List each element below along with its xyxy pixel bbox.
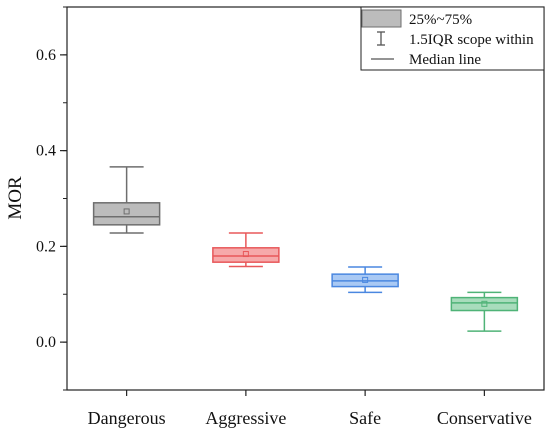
x-tick-label: Safe [349, 408, 381, 428]
box-series [92, 166, 519, 332]
y-tick-label: 0.2 [36, 238, 56, 255]
y-tick-label: 0.4 [36, 143, 56, 160]
iqr-box [450, 296, 519, 312]
legend-box-label: 25%~75% [409, 12, 472, 28]
box-dangerous [92, 166, 161, 234]
box-aggressive [212, 232, 280, 268]
x-tick-label: Aggressive [205, 408, 286, 428]
box-conservative [450, 291, 519, 332]
legend-whisker-label: 1.5IQR scope within [409, 32, 534, 48]
x-tick-label: Conservative [437, 408, 532, 428]
legend-box-swatch [361, 9, 402, 28]
y-axis: 0.0 0.2 0.4 0.6 [36, 6, 67, 391]
mean-marker [481, 300, 488, 307]
mean-marker [123, 208, 130, 215]
y-axis-title: MOR [5, 176, 26, 220]
x-tick-label: Dangerous [88, 408, 166, 428]
mean-marker [362, 276, 369, 283]
iqr-box [212, 247, 280, 263]
x-axis: Dangerous Aggressive Safe Conservative [88, 390, 532, 428]
mean-marker [242, 251, 249, 258]
legend-whisker-icon [377, 31, 385, 46]
box-safe [331, 266, 399, 294]
y-tick-label: 0.6 [36, 47, 56, 64]
legend-median-label: Median line [409, 52, 481, 68]
y-tick-label: 0.0 [36, 334, 56, 351]
legend: 25%~75% 1.5IQR scope within Median line [360, 6, 545, 71]
